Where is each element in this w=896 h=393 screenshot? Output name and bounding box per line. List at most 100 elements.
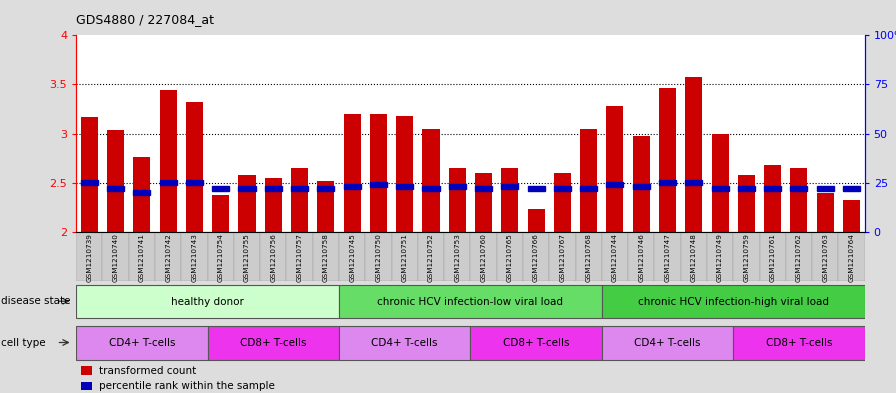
Bar	[238, 186, 255, 191]
Bar	[549, 232, 575, 281]
Bar	[475, 173, 492, 232]
Bar	[185, 180, 203, 185]
Bar	[181, 232, 208, 281]
Text: CD4+ T-cells: CD4+ T-cells	[372, 338, 438, 348]
Bar	[422, 186, 440, 191]
Text: GSM1210744: GSM1210744	[612, 233, 618, 282]
Bar	[707, 232, 733, 281]
Bar	[602, 285, 865, 318]
Bar	[580, 186, 598, 191]
Bar	[733, 326, 865, 360]
Text: GSM1210749: GSM1210749	[717, 233, 723, 282]
Bar	[575, 232, 602, 281]
Bar	[528, 209, 545, 232]
Text: GSM1210752: GSM1210752	[428, 233, 434, 282]
Text: chronic HCV infection-high viral load: chronic HCV infection-high viral load	[638, 297, 829, 307]
Bar	[764, 165, 781, 232]
Bar	[737, 186, 755, 191]
Text: GSM1210741: GSM1210741	[139, 233, 145, 282]
Bar	[76, 285, 339, 318]
Bar	[370, 182, 387, 187]
Bar	[159, 90, 177, 232]
Bar	[470, 326, 602, 360]
Bar	[422, 129, 440, 232]
Text: CD8+ T-cells: CD8+ T-cells	[766, 338, 832, 348]
Bar	[366, 232, 392, 281]
Bar	[554, 186, 571, 191]
Bar	[392, 232, 418, 281]
Text: GSM1210758: GSM1210758	[323, 233, 329, 282]
Text: cell type: cell type	[1, 338, 46, 348]
Text: GSM1210746: GSM1210746	[638, 233, 644, 282]
Text: disease state: disease state	[1, 296, 71, 307]
Bar	[264, 178, 282, 232]
Text: GSM1210747: GSM1210747	[665, 233, 670, 282]
Text: CD4+ T-cells: CD4+ T-cells	[634, 338, 701, 348]
Text: GSM1210767: GSM1210767	[559, 233, 565, 282]
Bar	[260, 232, 287, 281]
Bar	[234, 232, 260, 281]
Bar	[602, 326, 733, 360]
Text: GSM1210761: GSM1210761	[770, 233, 776, 282]
Text: chronic HCV infection-low viral load: chronic HCV infection-low viral load	[377, 297, 564, 307]
Bar	[812, 232, 839, 281]
Bar	[287, 232, 313, 281]
Bar	[134, 190, 151, 195]
Text: GSM1210759: GSM1210759	[744, 233, 749, 282]
Bar	[107, 130, 125, 232]
Bar	[343, 184, 361, 189]
Bar	[607, 182, 624, 187]
Bar	[764, 186, 781, 191]
Bar	[212, 195, 229, 232]
Bar	[528, 186, 545, 191]
Text: GSM1210751: GSM1210751	[401, 233, 408, 282]
Text: GSM1210763: GSM1210763	[823, 233, 828, 282]
Text: GDS4880 / 227084_at: GDS4880 / 227084_at	[76, 13, 214, 26]
Text: GSM1210748: GSM1210748	[691, 233, 697, 282]
Bar	[238, 175, 255, 232]
Text: GSM1210745: GSM1210745	[349, 233, 355, 282]
Text: GSM1210754: GSM1210754	[218, 233, 224, 282]
Bar	[212, 186, 229, 191]
Bar	[102, 232, 129, 281]
Bar	[843, 186, 860, 191]
Text: CD4+ T-cells: CD4+ T-cells	[108, 338, 175, 348]
Bar	[554, 173, 571, 232]
Bar	[76, 326, 208, 360]
Bar	[501, 184, 519, 189]
Bar	[81, 366, 92, 375]
Text: GSM1210757: GSM1210757	[297, 233, 303, 282]
Bar	[107, 186, 125, 191]
Bar	[790, 168, 807, 232]
Bar	[134, 157, 151, 232]
Bar	[339, 285, 602, 318]
Bar	[602, 232, 628, 281]
Text: GSM1210739: GSM1210739	[86, 233, 92, 282]
Bar	[339, 326, 470, 360]
Bar	[685, 180, 702, 185]
Bar	[159, 180, 177, 185]
Bar	[208, 326, 339, 360]
Bar	[264, 186, 282, 191]
Bar	[681, 232, 707, 281]
Bar	[444, 232, 470, 281]
Bar	[81, 117, 98, 232]
Bar	[396, 116, 413, 232]
Bar	[711, 134, 728, 232]
Text: GSM1210765: GSM1210765	[507, 233, 513, 282]
Text: GSM1210764: GSM1210764	[849, 233, 855, 282]
Bar	[737, 175, 755, 232]
Bar	[607, 106, 624, 232]
Bar	[81, 382, 92, 390]
Bar	[449, 184, 466, 189]
Text: GSM1210760: GSM1210760	[480, 233, 487, 282]
Bar	[839, 232, 865, 281]
Bar	[313, 232, 339, 281]
Bar	[628, 232, 654, 281]
Bar	[733, 232, 760, 281]
Bar	[291, 186, 308, 191]
Text: GSM1210753: GSM1210753	[454, 233, 461, 282]
Text: GSM1210755: GSM1210755	[244, 233, 250, 282]
Text: GSM1210740: GSM1210740	[113, 233, 118, 282]
Bar	[659, 88, 676, 232]
